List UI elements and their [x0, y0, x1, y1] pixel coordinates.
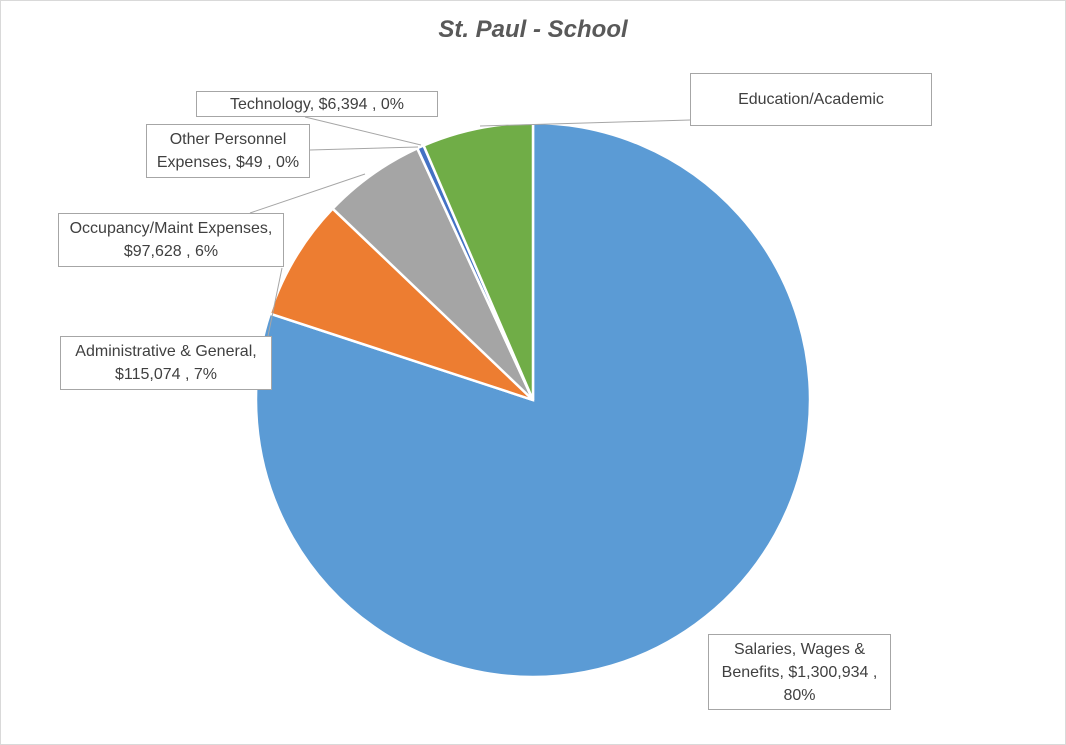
- data-label-text: Education/Academic: [738, 91, 884, 108]
- data-label-education-academic: Education/Academic: [690, 73, 932, 126]
- data-label-text: Other Personnel Expenses, $49 , 0%: [156, 131, 300, 171]
- pie-slice-administrative-general: [268, 206, 534, 402]
- chart-title: St. Paul - School: [438, 16, 628, 43]
- leader-line: [304, 116, 422, 146]
- data-label-text: Salaries, Wages & Benefits, $1,300,934 ,…: [721, 640, 878, 704]
- data-label-text: Technology, $6,394 , 0%: [229, 95, 405, 113]
- leader-line: [267, 267, 283, 337]
- data-label-occupancy-maint-expenses: Occupancy/Maint Expenses, $97,628 , 6%: [58, 213, 284, 267]
- pie-slice-education-academic: [421, 121, 535, 401]
- data-label-other-personnel-expenses: Other Personnel Expenses, $49 , 0%: [146, 124, 310, 178]
- data-label-text: Occupancy/Maint Expenses, $97,628 , 6%: [69, 220, 273, 260]
- leader-line: [479, 119, 691, 127]
- data-label-administrative-general: Administrative & General, $115,074 , 7%: [60, 336, 272, 390]
- leader-line: [249, 173, 366, 214]
- data-label-text: Administrative & General, $115,074 , 7%: [75, 343, 257, 383]
- data-label-salaries-wages-benefits: Salaries, Wages & Benefits, $1,300,934 ,…: [708, 634, 891, 710]
- leader-line: [309, 146, 419, 151]
- data-label-technology: Technology, $6,394 , 0%: [196, 91, 438, 117]
